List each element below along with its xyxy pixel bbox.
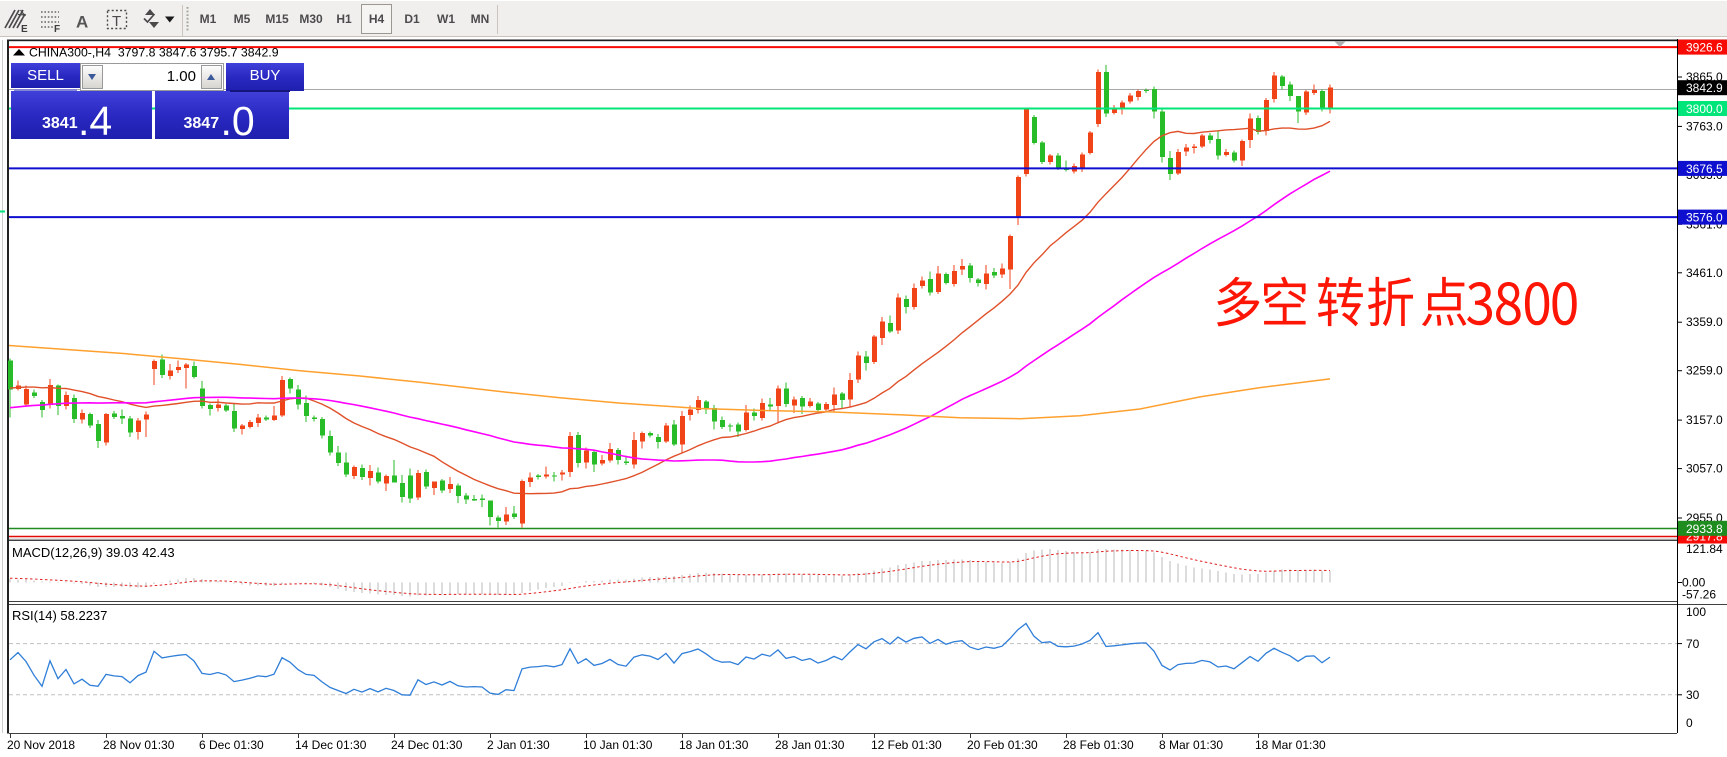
svg-text:24 Dec 01:30: 24 Dec 01:30 (391, 738, 463, 752)
svg-text:-57.26: -57.26 (1682, 588, 1716, 602)
svg-text:121.84: 121.84 (1686, 542, 1723, 556)
svg-text:3842.9: 3842.9 (1686, 81, 1723, 95)
svg-text:28 Jan 01:30: 28 Jan 01:30 (775, 738, 845, 752)
svg-text:3763.0: 3763.0 (1686, 119, 1723, 133)
svg-text:14 Dec 01:30: 14 Dec 01:30 (295, 738, 367, 752)
svg-text:0.00: 0.00 (1682, 576, 1706, 590)
svg-text:2933.8: 2933.8 (1686, 522, 1723, 536)
svg-text:2 Jan 01:30: 2 Jan 01:30 (487, 738, 550, 752)
svg-text:6 Dec 01:30: 6 Dec 01:30 (199, 738, 264, 752)
svg-text:3576.0: 3576.0 (1686, 211, 1723, 225)
svg-text:8 Mar 01:30: 8 Mar 01:30 (1159, 738, 1223, 752)
svg-text:A: A (76, 13, 88, 32)
svg-text:F: F (54, 24, 60, 35)
svg-text:3359.0: 3359.0 (1686, 315, 1723, 329)
svg-text:RSI(14) 58.2237: RSI(14) 58.2237 (12, 608, 107, 623)
svg-text:3057.0: 3057.0 (1686, 462, 1723, 476)
svg-text:20 Nov 2018: 20 Nov 2018 (7, 738, 75, 752)
svg-text:70: 70 (1686, 637, 1700, 651)
svg-text:10 Jan 01:30: 10 Jan 01:30 (583, 738, 653, 752)
svg-text:100: 100 (1686, 605, 1706, 619)
svg-text:3157.0: 3157.0 (1686, 413, 1723, 427)
svg-text:3800.0: 3800.0 (1686, 102, 1723, 116)
svg-text:T: T (112, 13, 121, 30)
svg-text:18 Mar 01:30: 18 Mar 01:30 (1255, 738, 1326, 752)
svg-text:30: 30 (1686, 688, 1700, 702)
svg-text:18 Jan 01:30: 18 Jan 01:30 (679, 738, 749, 752)
svg-text:28 Nov 01:30: 28 Nov 01:30 (103, 738, 175, 752)
svg-text:CHINA300-,H4 3797.8 3847.6 37: CHINA300-,H4 3797.8 3847.6 3795.7 3842.9 (29, 46, 279, 60)
svg-text:3461.0: 3461.0 (1686, 266, 1723, 280)
svg-text:12 Feb 01:30: 12 Feb 01:30 (871, 738, 942, 752)
svg-text:3259.0: 3259.0 (1686, 364, 1723, 378)
svg-text:20 Feb 01:30: 20 Feb 01:30 (967, 738, 1038, 752)
svg-text:0: 0 (1686, 716, 1693, 730)
svg-text:3926.6: 3926.6 (1686, 41, 1723, 55)
svg-text:28 Feb 01:30: 28 Feb 01:30 (1063, 738, 1134, 752)
svg-text:3676.5: 3676.5 (1686, 162, 1723, 176)
svg-text:MACD(12,26,9) 39.03 42.43: MACD(12,26,9) 39.03 42.43 (12, 545, 175, 560)
svg-text:E: E (21, 24, 28, 35)
